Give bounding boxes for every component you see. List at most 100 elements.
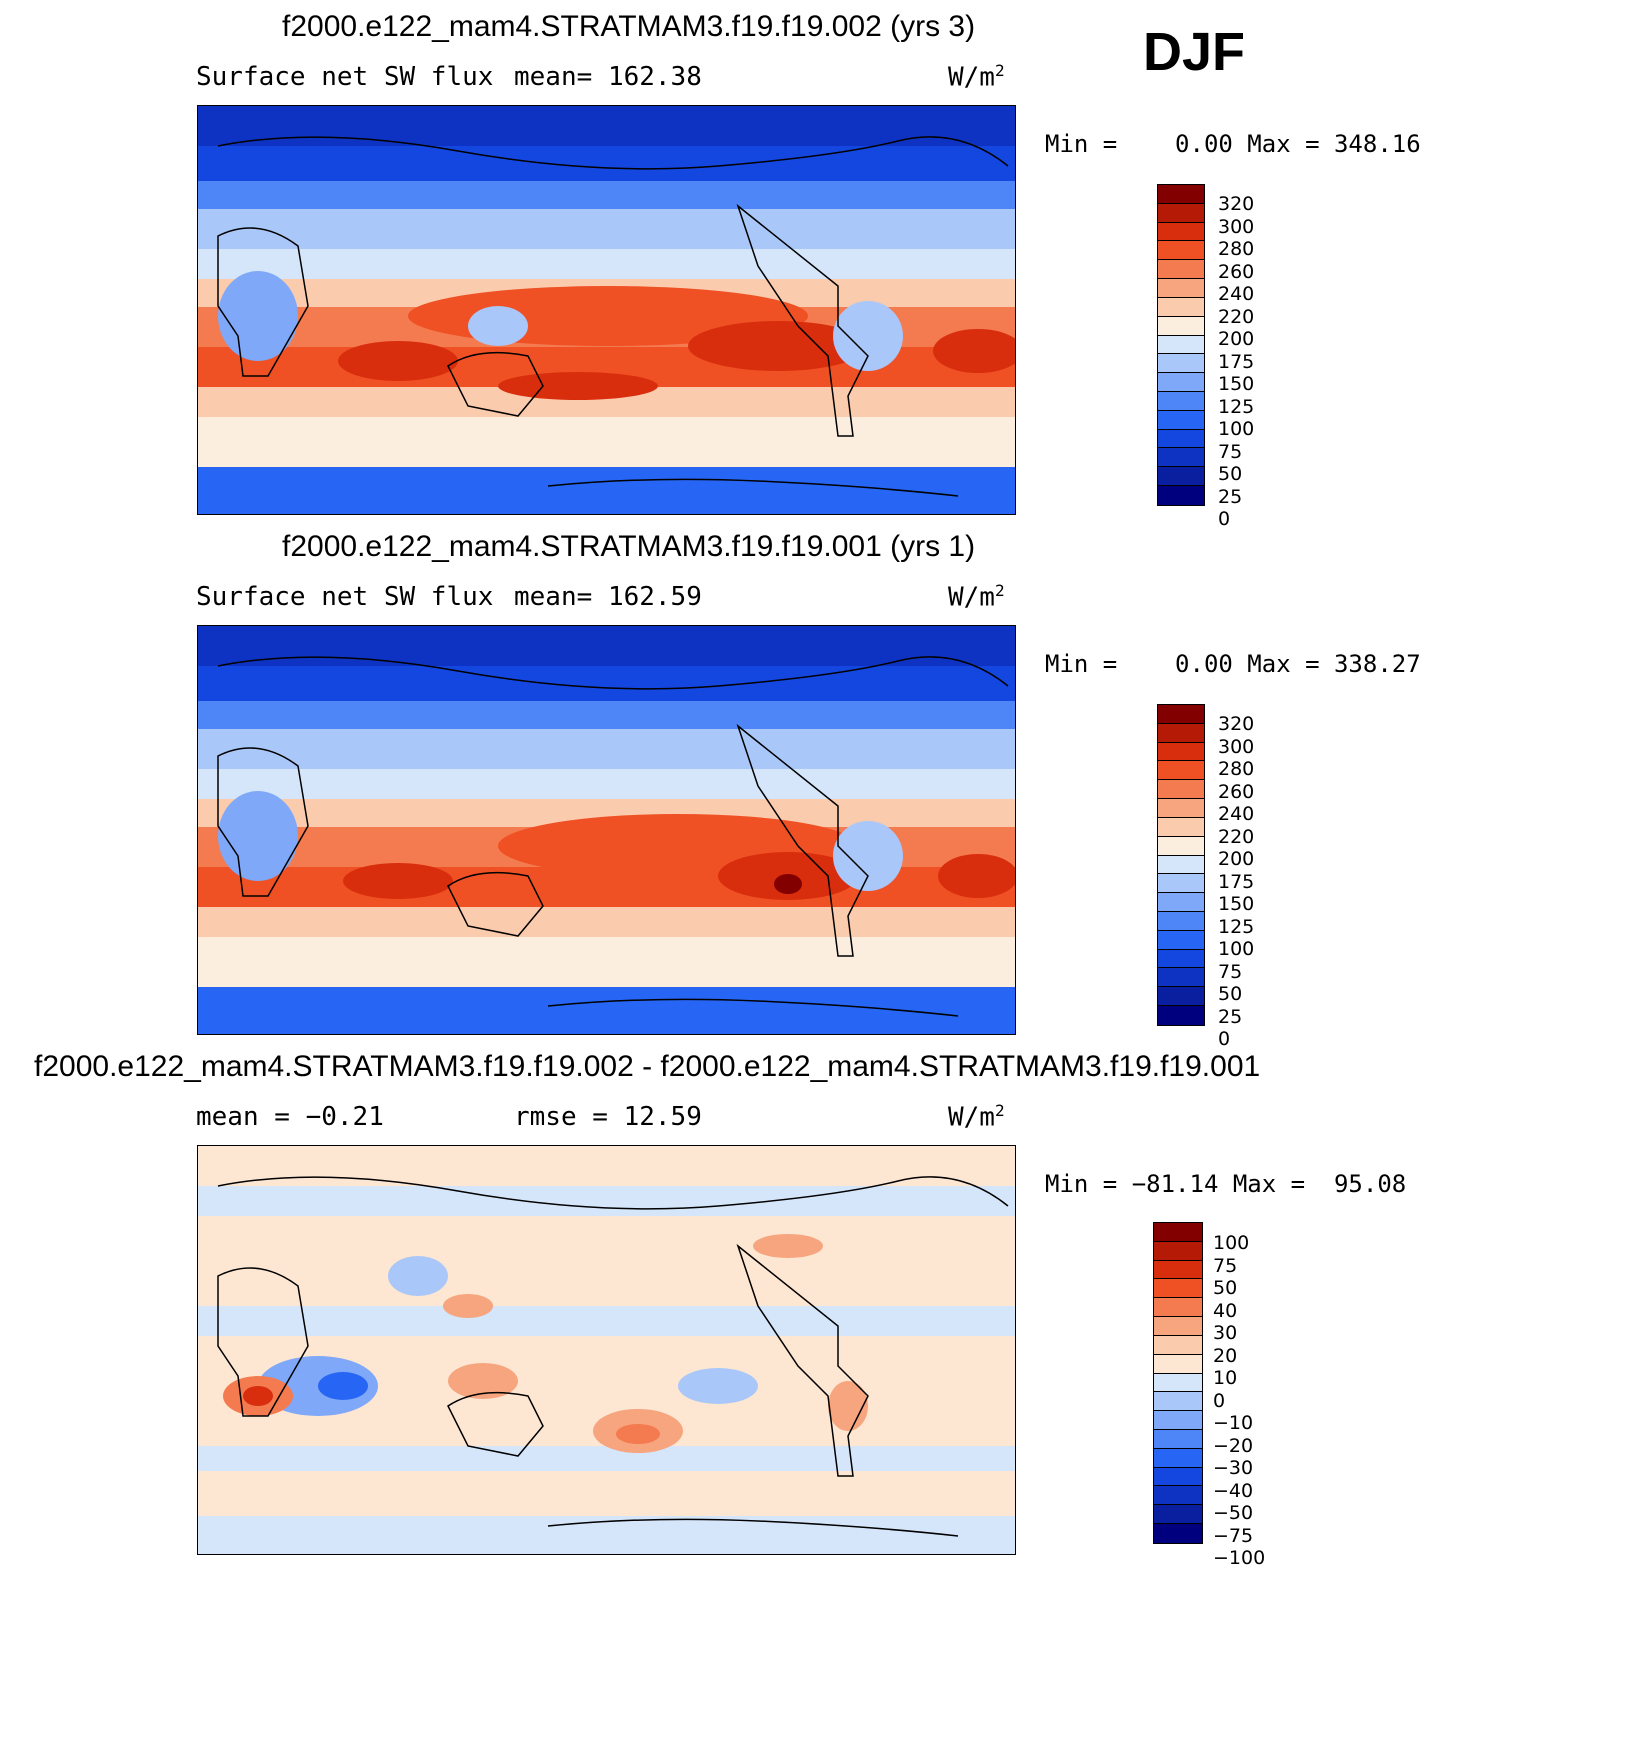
colorbar-tick-label: 100 xyxy=(1218,938,1255,960)
panel1-mean-label: mean= 162.38 xyxy=(514,62,702,92)
panel3-rmse-value: 12.59 xyxy=(623,1102,702,1132)
colorbar-segment xyxy=(1158,761,1204,781)
colorbar-segment xyxy=(1158,373,1204,392)
panel1-colorbar xyxy=(1157,184,1205,506)
colorbar-segment xyxy=(1158,874,1204,894)
colorbar-segment xyxy=(1158,391,1204,411)
panel1-map-svg xyxy=(198,106,1015,514)
panel3-rmse-label: rmse = 12.59 xyxy=(514,1102,702,1132)
colorbar-segment xyxy=(1158,260,1204,280)
panel2-map-svg xyxy=(198,626,1015,1034)
colorbar-tick-label: 280 xyxy=(1218,758,1255,780)
panel2-units: W/m2 xyxy=(948,576,1005,613)
colorbar-tick-label: 0 xyxy=(1213,1389,1226,1412)
colorbar-segment xyxy=(1154,1317,1202,1336)
colorbar-segment xyxy=(1158,742,1204,762)
colorbar-segment xyxy=(1158,1006,1204,1025)
colorbar-segment xyxy=(1158,279,1204,298)
colorbar-tick-label: 175 xyxy=(1218,870,1255,893)
colorbar-segment xyxy=(1158,448,1204,468)
units-text: W/m xyxy=(948,582,995,613)
panel2-variable-label: Surface net SW flux xyxy=(196,582,494,612)
colorbar-tick-label: 0 xyxy=(1218,508,1231,530)
panel1-mean-key: mean= xyxy=(514,62,593,92)
panel3-mean-label: mean = −0.21 xyxy=(196,1102,384,1132)
colorbar-segment xyxy=(1154,1467,1202,1487)
colorbar-tick-label: 260 xyxy=(1218,780,1255,803)
colorbar-tick-label: 100 xyxy=(1218,418,1255,440)
colorbar-segment xyxy=(1158,968,1204,988)
colorbar-tick-label: 125 xyxy=(1218,915,1255,938)
colorbar-segment xyxy=(1158,222,1204,242)
colorbar-tick-label: 240 xyxy=(1218,283,1255,305)
colorbar-segment xyxy=(1154,1392,1202,1412)
panel3-minmax: Min = −81.14 Max = 95.08 xyxy=(1045,1170,1407,1198)
colorbar-tick-label: 220 xyxy=(1218,305,1255,328)
colorbar-segment xyxy=(1154,1354,1202,1374)
colorbar-segment xyxy=(1158,723,1204,743)
season-label: DJF xyxy=(1143,22,1246,82)
colorbar-segment xyxy=(1158,429,1204,449)
colorbar-tick-label: 125 xyxy=(1218,395,1255,418)
colorbar-segment xyxy=(1154,1298,1202,1318)
colorbar-tick-label: 75 xyxy=(1218,440,1243,463)
colorbar-tick-label: −40 xyxy=(1213,1479,1254,1502)
panel3-map xyxy=(197,1145,1016,1555)
colorbar-segment xyxy=(1154,1373,1202,1393)
colorbar-segment xyxy=(1158,203,1204,223)
colorbar-segment xyxy=(1158,705,1204,724)
panel3-colorbar-labels: 100 75 50 40 30 20 10 0 −10 −20 −30 −40 −50 −75 −100 xyxy=(1213,1232,1265,1570)
panel3-colorbar xyxy=(1153,1222,1203,1544)
panel3-title: f2000.e122_mam4.STRATMAM3.f19.f19.002 - … xyxy=(34,1050,1261,1083)
units-superscript: 2 xyxy=(994,61,1005,80)
panel1-title: f2000.e122_mam4.STRATMAM3.f19.f19.002 (y… xyxy=(282,10,976,43)
colorbar-segment xyxy=(1158,949,1204,969)
panel1-minmax: Min = 0.00 Max = 348.16 xyxy=(1045,130,1421,158)
colorbar-segment xyxy=(1154,1223,1202,1242)
colorbar-tick-label: 50 xyxy=(1213,1277,1238,1299)
colorbar-tick-label: 220 xyxy=(1218,825,1255,848)
units-superscript: 2 xyxy=(994,581,1005,600)
colorbar-tick-label: 25 xyxy=(1218,1005,1243,1028)
panel3-map-svg xyxy=(198,1146,1015,1554)
panel3-mean-value: −0.21 xyxy=(305,1102,384,1132)
colorbar-tick-label: 260 xyxy=(1218,260,1255,283)
colorbar-segment xyxy=(1158,241,1204,261)
colorbar-segment xyxy=(1154,1279,1202,1299)
colorbar-tick-label: −30 xyxy=(1213,1457,1254,1479)
panel2-mean-label: mean= 162.59 xyxy=(514,582,702,612)
panel2-colorbar-labels: 320 300 280 260 240 220 200 175 150 125 100 75 50 25 0 xyxy=(1218,713,1254,1051)
colorbar-tick-label: 75 xyxy=(1218,960,1243,983)
colorbar-tick-label: −20 xyxy=(1213,1434,1254,1457)
colorbar-segment xyxy=(1158,410,1204,430)
colorbar-segment xyxy=(1158,987,1204,1006)
colorbar-segment xyxy=(1154,1411,1202,1430)
colorbar-segment xyxy=(1154,1241,1202,1261)
panel2-map xyxy=(197,625,1016,1035)
colorbar-segment xyxy=(1154,1448,1202,1468)
colorbar-segment xyxy=(1158,930,1204,950)
panel3-units: W/m2 xyxy=(948,1096,1005,1133)
panel3-mean-key: mean = xyxy=(196,1102,290,1132)
panel1-colorbar-labels: 320 300 280 260 240 220 200 175 150 125 100 75 50 25 0 xyxy=(1218,193,1254,531)
colorbar-tick-label: 30 xyxy=(1213,1322,1238,1344)
colorbar-segment xyxy=(1158,893,1204,912)
colorbar-tick-label: −100 xyxy=(1213,1547,1266,1569)
colorbar-segment xyxy=(1154,1429,1202,1449)
colorbar-segment xyxy=(1158,354,1204,374)
colorbar-tick-label: 320 xyxy=(1218,713,1255,735)
colorbar-tick-label: 175 xyxy=(1218,350,1255,373)
colorbar-segment xyxy=(1158,185,1204,204)
panel2-mean-value: 162.59 xyxy=(607,582,702,612)
panel1-mean-value: 162.38 xyxy=(607,62,702,92)
colorbar-segment xyxy=(1154,1260,1202,1280)
colorbar-tick-label: −75 xyxy=(1213,1524,1254,1547)
colorbar-tick-label: 100 xyxy=(1213,1232,1250,1254)
colorbar-segment xyxy=(1158,467,1204,486)
panel2-colorbar xyxy=(1157,704,1205,1026)
colorbar-tick-label: 75 xyxy=(1213,1254,1238,1277)
panel3-rmse-key: rmse = xyxy=(514,1102,608,1132)
colorbar-tick-label: 200 xyxy=(1218,328,1255,350)
colorbar-segment xyxy=(1158,316,1204,336)
panel2-minmax: Min = 0.00 Max = 338.27 xyxy=(1045,650,1421,678)
